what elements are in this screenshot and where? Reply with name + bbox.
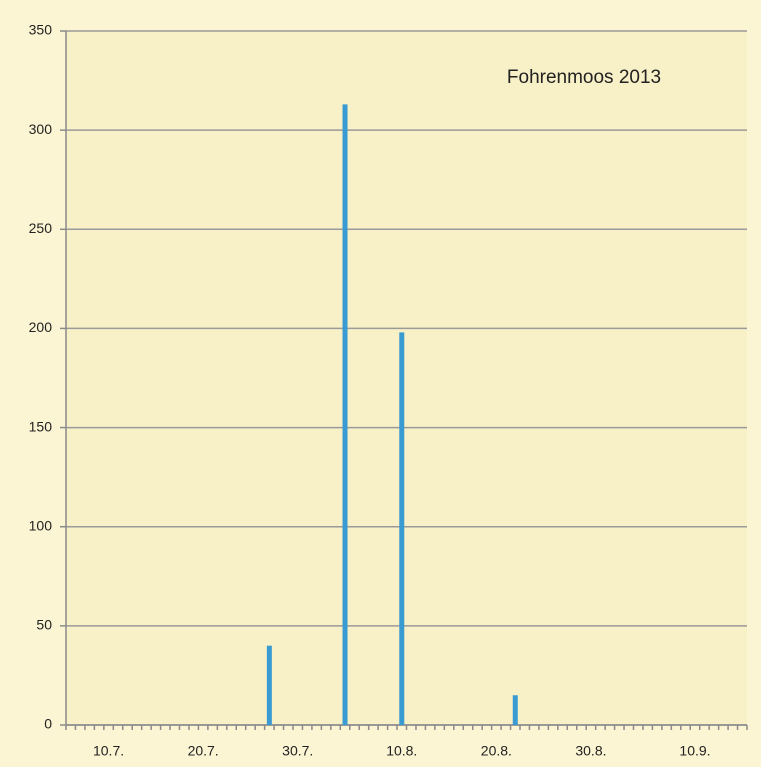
x-tick-label: 30.8. (575, 743, 606, 759)
y-tick-label: 350 (29, 22, 53, 38)
y-tick-label: 200 (29, 319, 53, 335)
plot-area (66, 31, 747, 725)
chart-title: Fohrenmoos 2013 (507, 67, 661, 88)
y-tick-label: 250 (29, 220, 53, 236)
y-tick-label: 0 (44, 716, 52, 732)
y-tick-label: 150 (29, 418, 53, 434)
bar (266, 645, 272, 725)
y-tick-label: 50 (36, 617, 52, 633)
y-tick-label: 100 (29, 517, 53, 533)
bar (342, 104, 348, 725)
bar (399, 332, 405, 725)
bar (512, 695, 518, 725)
x-tick-label: 10.8. (386, 743, 417, 759)
x-tick-label: 20.8. (481, 743, 512, 759)
y-tick-label: 300 (29, 121, 53, 137)
x-tick-label: 10.7. (93, 743, 124, 759)
x-tick-label: 30.7. (282, 743, 313, 759)
x-tick-label: 10.9. (679, 743, 710, 759)
x-tick-label: 20.7. (188, 743, 219, 759)
